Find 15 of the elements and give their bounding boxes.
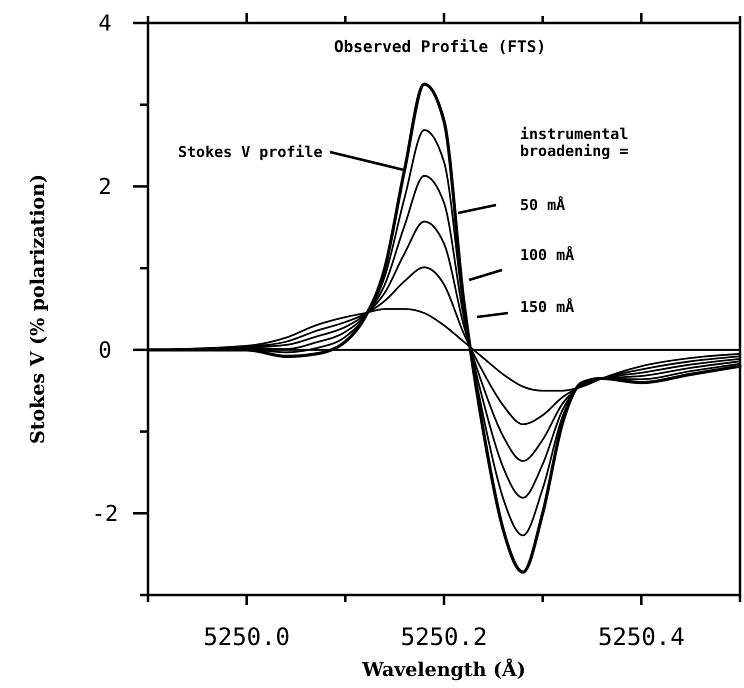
text: Observed Profile (FTS) xyxy=(334,37,546,56)
annotation: 50 mÅ xyxy=(520,196,566,214)
y-tick-label: 2 xyxy=(98,175,112,200)
annotation: instrumental broadening = xyxy=(520,125,628,160)
text: 5250.0 xyxy=(203,623,290,651)
x-axis-title: Wavelength (Å) xyxy=(361,658,526,681)
annotation: 100 mÅ xyxy=(520,246,574,264)
x-tick-label: 5250.2 xyxy=(400,623,488,651)
y-tick-label: 4 xyxy=(98,12,112,37)
annotation: Stokes V profile xyxy=(178,143,322,161)
annotation: 150 mÅ xyxy=(520,298,574,316)
y-tick-label: 0 xyxy=(98,338,112,364)
y-axis-title: Stokes V (% polarization) xyxy=(27,174,49,444)
x-tick-label: 5250.4 xyxy=(598,623,685,651)
y-tick-label: -2 xyxy=(92,502,118,527)
